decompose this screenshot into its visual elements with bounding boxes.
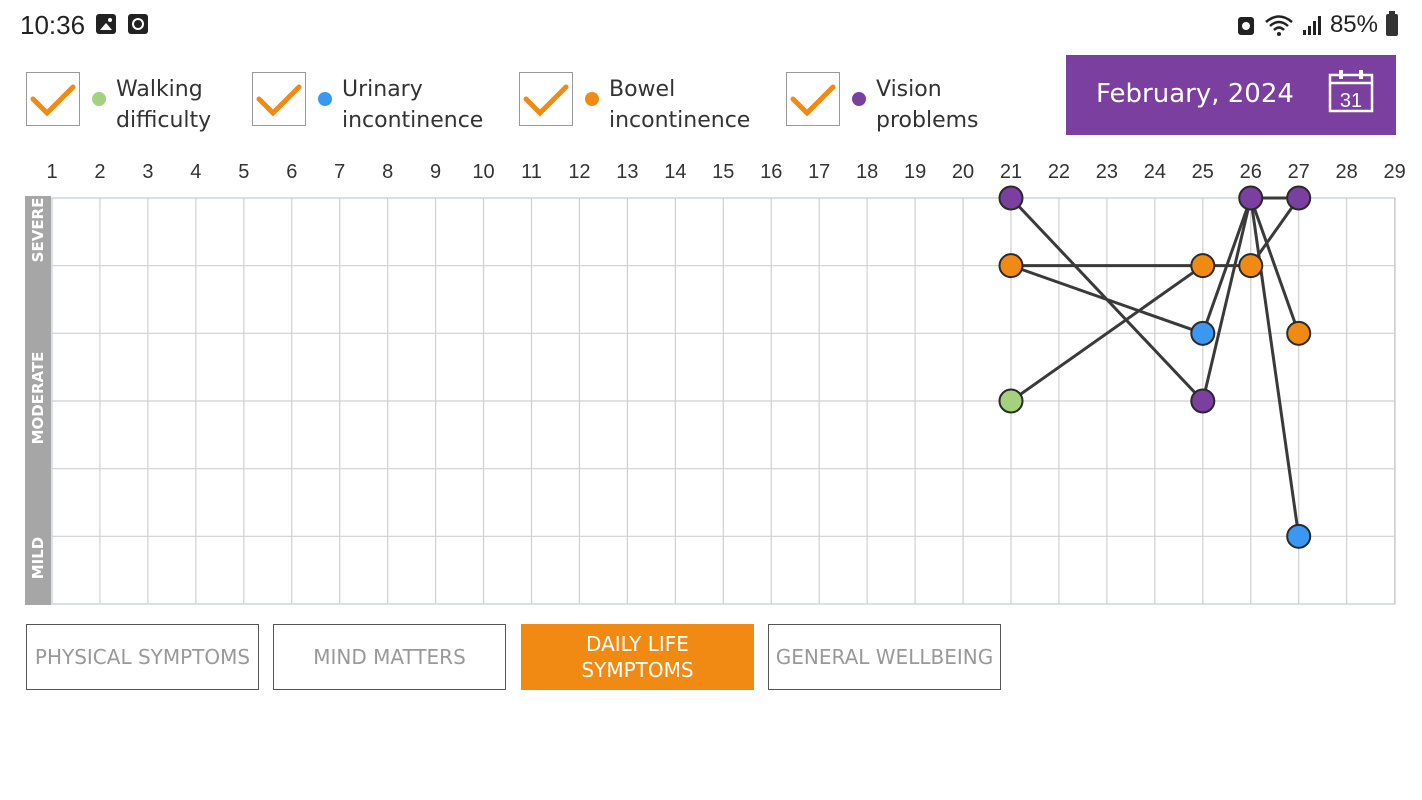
x-tick-label: 4	[190, 161, 201, 183]
vision-checkbox[interactable]	[786, 72, 840, 126]
data-point	[1190, 320, 1216, 346]
status-right: 85%	[1236, 10, 1398, 40]
legend-label: Bowel incontinence	[609, 77, 751, 133]
urinary-checkbox[interactable]	[252, 72, 306, 126]
status-bar: 10:36 85%	[0, 0, 1422, 50]
x-tick-label: 23	[1096, 161, 1118, 183]
calendar-day: 31	[1340, 90, 1362, 112]
severity-band-label: MILD	[29, 537, 47, 580]
connector-line	[1201, 197, 1253, 402]
walking-color-dot	[92, 92, 106, 106]
gallery-icon	[96, 14, 116, 34]
x-tick-label: 12	[568, 161, 590, 183]
tab-daily-life-symptoms[interactable]: DAILY LIFE SYMPTOMS	[521, 624, 754, 690]
checkmark-icon	[523, 84, 569, 117]
legend-label: Walking difficulty	[116, 77, 212, 133]
tab-physical-symptoms[interactable]: PHYSICAL SYMPTOMS	[26, 624, 259, 690]
x-tick-label: 10	[472, 161, 494, 183]
connector-line	[1010, 264, 1204, 335]
tab-mind-matters[interactable]: MIND MATTERS	[273, 624, 506, 690]
x-tick-label: 19	[904, 161, 926, 183]
connector-line	[1010, 264, 1204, 403]
x-tick-label: 2	[94, 161, 105, 183]
urinary-color-dot	[318, 92, 332, 106]
data-point	[998, 253, 1024, 279]
data-point	[1238, 253, 1264, 279]
x-tick-label: 21	[1000, 161, 1022, 183]
x-tick-label: 20	[952, 161, 974, 183]
severity-band-label: MODERATE	[29, 352, 47, 445]
x-tick-label: 11	[521, 161, 542, 183]
bowel-color-dot	[585, 92, 599, 106]
battery-percent: 85%	[1329, 11, 1378, 38]
x-tick-label: 14	[664, 161, 686, 183]
x-tick-label: 24	[1144, 161, 1166, 183]
vision-color-dot	[852, 92, 866, 106]
checkmark-icon	[790, 84, 836, 117]
legend-label: Vision problems	[876, 77, 979, 133]
calendar-icon: 31	[1328, 69, 1374, 113]
status-time: 10:36	[20, 10, 86, 40]
severity-band-label: SEVERE	[29, 198, 47, 263]
data-point	[1190, 253, 1216, 279]
x-tick-label: 15	[712, 161, 734, 183]
alarm-icon	[128, 14, 148, 34]
tab-general-wellbeing[interactable]: GENERAL WELLBEING	[768, 624, 1001, 690]
vpn-icon	[1237, 17, 1254, 35]
x-tick-label: 17	[808, 161, 830, 183]
battery-icon	[1386, 11, 1398, 36]
data-point	[1286, 185, 1312, 211]
x-tick-label: 22	[1048, 161, 1070, 183]
data-point	[1286, 523, 1312, 549]
x-tick-label: 25	[1192, 161, 1214, 183]
x-tick-label: 29	[1383, 161, 1405, 183]
data-point	[1190, 388, 1216, 414]
signal-icon	[1302, 16, 1321, 35]
data-point	[998, 388, 1024, 414]
checkmark-icon	[30, 84, 76, 117]
x-tick-label: 13	[616, 161, 638, 183]
x-tick-label: 28	[1336, 161, 1358, 183]
x-tick-label: 3	[142, 161, 153, 183]
x-tick-label: 18	[856, 161, 878, 183]
x-tick-label: 6	[286, 161, 297, 183]
connector-line	[1249, 197, 1301, 334]
wifi-icon	[1265, 15, 1293, 36]
x-tick-label: 8	[382, 161, 393, 183]
x-tick-label: 27	[1288, 161, 1310, 183]
legend-label: Urinary incontinence	[342, 77, 484, 133]
data-point	[1238, 185, 1264, 211]
walking-checkbox[interactable]	[26, 72, 80, 126]
month-label: February, 2024	[1096, 79, 1294, 109]
data-point	[1286, 320, 1312, 346]
symptom-chart: 1 2 3 4 5 6 7 8 9 10 11 12 13 14 15 16 17 18 19 20 21 22 23 24 2…	[25, 161, 1406, 605]
month-selector-button[interactable]: February, 2024 31	[1066, 55, 1396, 135]
x-tick-label: 7	[334, 161, 345, 183]
data-point	[998, 185, 1024, 211]
x-tick-label: 9	[430, 161, 441, 183]
severity-scale-bar	[25, 196, 51, 605]
x-tick-label: 16	[760, 161, 782, 183]
x-tick-label: 1	[46, 161, 57, 183]
checkmark-icon	[256, 84, 302, 117]
connector-line	[1249, 197, 1300, 267]
x-tick-label: 5	[238, 161, 249, 183]
bowel-checkbox[interactable]	[519, 72, 573, 126]
x-tick-label: 26	[1240, 161, 1262, 183]
